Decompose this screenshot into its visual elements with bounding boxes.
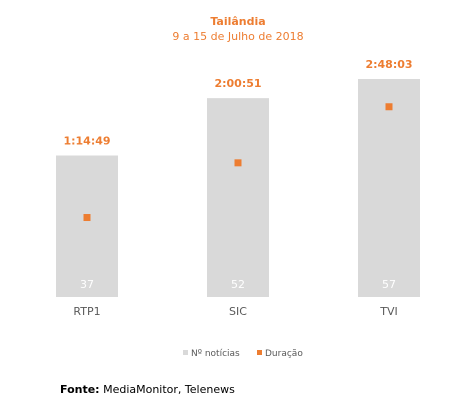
bar-rtp1: [56, 155, 118, 297]
source-footer: Fonte: MediaMonitor, Telenews: [60, 383, 235, 396]
category-label-tvi: TVI: [379, 305, 398, 318]
legend: Nº notícias Duração: [183, 349, 303, 359]
count-label-rtp1: 37: [80, 278, 94, 291]
category-label-sic: SIC: [229, 305, 247, 318]
duration-label-sic: 2:00:51: [214, 77, 261, 90]
chart-title: Tailândia: [210, 15, 265, 28]
duration-label-tvi: 2:48:03: [365, 58, 412, 71]
bars-group: 37 1:14:49 RTP1 52 2:00:51 SIC 57 2:48:03 TVI: [56, 58, 420, 318]
legend-label-duration: Duração: [265, 349, 303, 359]
count-label-tvi: 57: [382, 278, 396, 291]
category-label-rtp1: RTP1: [73, 305, 100, 318]
source-label: Fonte:: [60, 383, 100, 396]
source-text: MediaMonitor, Telenews: [103, 383, 235, 396]
duration-marker-tvi: [385, 103, 393, 111]
chart: Tailândia 9 a 15 de Julho de 2018 37 1:14…: [56, 15, 420, 359]
bar-tvi: [358, 79, 420, 297]
chart-subtitle: 9 a 15 de Julho de 2018: [172, 30, 303, 43]
duration-marker-sic: [234, 159, 242, 167]
duration-marker-rtp1: [83, 214, 91, 222]
legend-swatch-duration: [257, 350, 262, 355]
legend-swatch-news: [183, 350, 188, 355]
duration-label-rtp1: 1:14:49: [63, 134, 110, 147]
count-label-sic: 52: [231, 278, 245, 291]
bar-sic: [207, 98, 269, 298]
legend-label-news: Nº notícias: [191, 349, 240, 359]
